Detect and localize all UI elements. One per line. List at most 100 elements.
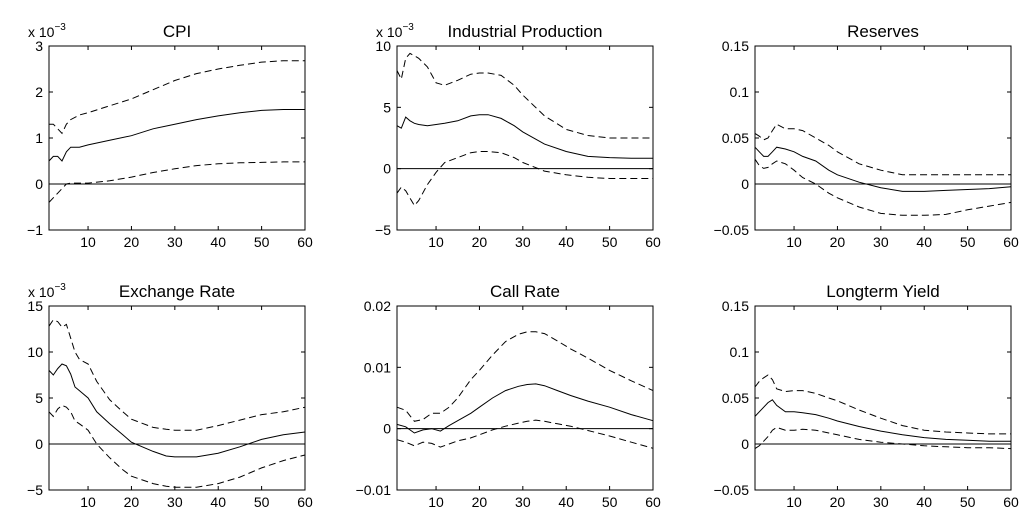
chart-panel-3: Reserves 10 20 30 40 50 60 −0.05 0 0.05 0.1 0.15: [714, 22, 1019, 250]
x-tick-label: 10: [80, 494, 96, 510]
x-tick-label: 20: [124, 494, 140, 510]
x-tick-label: 30: [515, 494, 531, 510]
x-tick-label: 60: [645, 494, 661, 510]
y-tick-label: 0.02: [364, 298, 391, 314]
scale-exponent: −3: [402, 22, 414, 33]
scale-exponent: −3: [54, 282, 66, 293]
impulse-response-line: [754, 399, 1011, 442]
confidence-band-line: [48, 161, 305, 203]
y-tick-label: 0.01: [364, 359, 391, 375]
y-tick-label: −1: [27, 222, 43, 238]
y-tick-label: 0: [741, 176, 749, 192]
y-tick-label: 0: [35, 176, 43, 192]
plot-frame: [396, 45, 654, 231]
chart-title: Call Rate: [490, 282, 560, 301]
x-tick-label: 30: [873, 494, 889, 510]
y-tick-label: −0.01: [356, 482, 392, 498]
x-tick-label: 50: [254, 234, 270, 250]
y-tick-label: 0: [383, 421, 391, 437]
x-tick-label: 10: [786, 234, 802, 250]
scale-base: x 10: [28, 24, 55, 40]
chart-panel-5: Call Rate 10 20 30 40 50 60 −0.01 0 0.01 0.02: [356, 282, 661, 510]
confidence-band-line: [49, 60, 305, 135]
y-tick-label: 0.15: [722, 38, 749, 54]
y-tick-label: 2: [35, 84, 43, 100]
x-tick-label: 60: [297, 234, 313, 250]
x-tick-label: 60: [297, 494, 313, 510]
y-tick-label: 15: [27, 298, 43, 314]
x-tick-label: 50: [602, 234, 618, 250]
confidence-band-line: [754, 374, 1011, 435]
x-tick-label: 30: [167, 494, 183, 510]
x-tick-label: 50: [254, 494, 270, 510]
x-tick-label: 10: [80, 234, 96, 250]
impulse-response-line: [396, 383, 654, 434]
y-tick-label: 1: [35, 130, 43, 146]
confidence-band-line: [396, 419, 654, 449]
impulse-response-line: [48, 363, 306, 458]
x-tick-label: 60: [1003, 234, 1019, 250]
chart-title: CPI: [163, 22, 191, 41]
confidence-band-line: [754, 426, 1012, 450]
x-tick-label: 20: [124, 234, 140, 250]
x-tick-label: 50: [960, 234, 976, 250]
x-tick-label: 40: [916, 494, 932, 510]
plot-frame: [396, 305, 654, 491]
y-tick-label: −5: [27, 482, 43, 498]
x-tick-label: 50: [602, 494, 618, 510]
chart-title: Reserves: [847, 22, 919, 41]
scale-exponent: −3: [54, 22, 66, 33]
x-tick-label: 10: [428, 234, 444, 250]
y-tick-label: 0.05: [722, 390, 749, 406]
plot-frame: [754, 45, 1012, 231]
chart-title: Industrial Production: [448, 22, 603, 41]
x-tick-label: 30: [873, 234, 889, 250]
x-tick-label: 30: [515, 234, 531, 250]
impulse-response-line: [754, 146, 1012, 192]
x-tick-label: 40: [916, 234, 932, 250]
x-tick-label: 10: [786, 494, 802, 510]
confidence-band-line: [754, 158, 1012, 216]
confidence-band-line: [396, 52, 653, 139]
y-tick-label: −5: [375, 222, 391, 238]
y-tick-label: −0.05: [714, 222, 750, 238]
y-tick-label: 0.15: [722, 298, 749, 314]
y-tick-label: 5: [383, 99, 391, 115]
axis-scale-label: x 10−3: [376, 22, 414, 40]
impulse-response-line: [48, 109, 305, 162]
y-tick-label: 0: [741, 436, 749, 452]
x-tick-label: 40: [558, 234, 574, 250]
chart-panel-6: Longterm Yield 10 20 30 40 50 60 −0.05 0 0.05 0.1 0…: [714, 282, 1019, 510]
x-tick-label: 60: [645, 234, 661, 250]
y-tick-label: 0: [383, 161, 391, 177]
y-tick-label: 0.1: [730, 84, 750, 100]
x-tick-label: 50: [960, 494, 976, 510]
confidence-band-line: [754, 123, 1011, 176]
chart-panel-1: CPI x 10−3 10 20 30 40 50 60 −1 0 1 2 3: [27, 22, 313, 250]
confidence-band-line: [48, 404, 306, 488]
x-tick-label: 40: [210, 234, 226, 250]
y-tick-label: 0.1: [730, 344, 750, 360]
x-tick-label: 20: [830, 494, 846, 510]
plot-frame: [754, 305, 1012, 491]
chart-title: Exchange Rate: [119, 282, 235, 301]
chart-title: Longterm Yield: [826, 282, 939, 301]
confidence-band-line: [48, 319, 306, 431]
axis-scale-label: x 10−3: [28, 22, 66, 40]
y-tick-label: 0.05: [722, 130, 749, 146]
x-tick-label: 20: [472, 234, 488, 250]
y-tick-label: −0.05: [714, 482, 750, 498]
confidence-band-line: [396, 331, 654, 422]
y-tick-label: 3: [35, 38, 43, 54]
impulse-response-line: [396, 114, 653, 159]
x-tick-label: 40: [210, 494, 226, 510]
x-tick-label: 40: [558, 494, 574, 510]
y-tick-label: 10: [375, 38, 391, 54]
scale-base: x 10: [28, 284, 55, 300]
x-tick-label: 20: [830, 234, 846, 250]
chart-panel-4: Exchange Rate x 10−3 10 20 30 40 50 60 −5 0 5 10 15: [27, 282, 313, 510]
y-tick-label: 0: [35, 436, 43, 452]
y-tick-label: 10: [27, 344, 43, 360]
